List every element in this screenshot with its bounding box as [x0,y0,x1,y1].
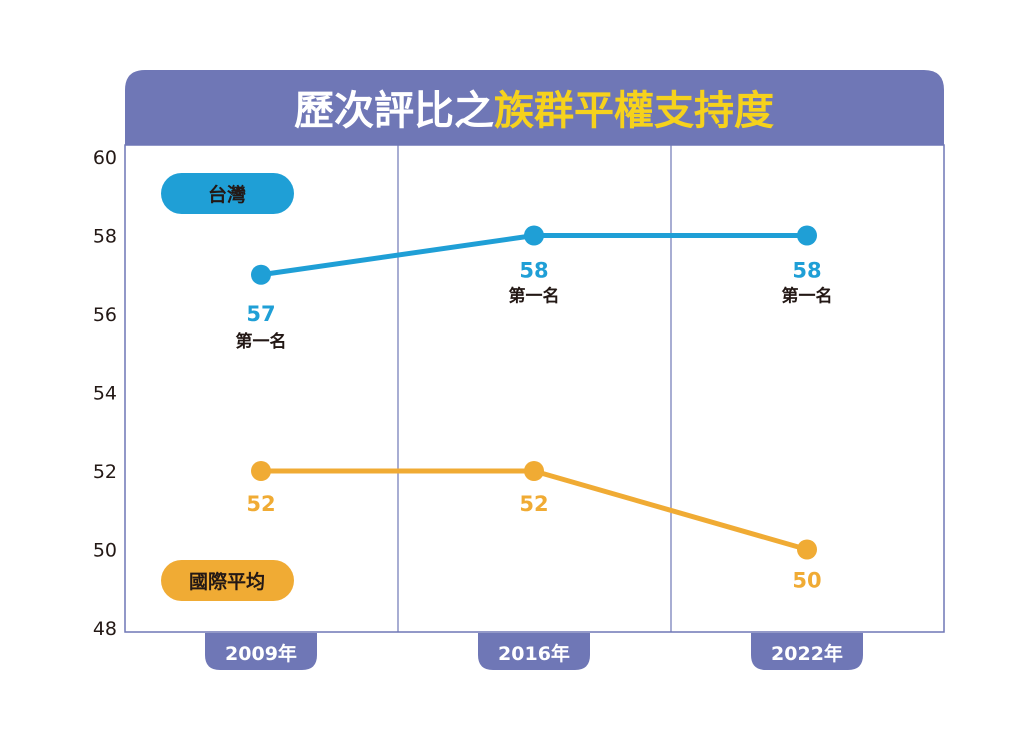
x-tick-tab [751,633,863,670]
y-tick-label: 48 [93,618,117,640]
y-tick-label: 56 [93,304,117,326]
data-label: 57 [246,302,275,326]
x-tick-label: 2009年 [225,642,297,665]
data-point [524,461,544,481]
y-tick-label: 58 [93,226,117,248]
y-tick-label: 50 [93,540,117,562]
title-banner [125,70,944,145]
x-tick-tab [478,633,590,670]
rank-label: 第一名 [236,331,287,352]
data-point [797,225,817,246]
data-label: 58 [792,259,821,283]
chart-title-part2: 族群平權支持度 [494,88,774,134]
data-point [797,539,817,560]
data-label: 52 [246,492,275,516]
data-label: 58 [519,259,548,283]
data-point [251,461,271,481]
y-tick-label: 54 [93,383,117,405]
data-point [251,264,271,285]
x-tick: 2016年 [478,633,590,670]
data-point [524,225,544,246]
legend-average: 國際平均 [161,560,294,601]
data-label: 52 [519,492,548,516]
legend-taiwan: 台灣 [161,173,294,214]
plot-frame [124,144,945,633]
y-tick-label: 60 [93,147,117,169]
rank-label: 第一名 [782,286,833,307]
x-tick-label: 2016年 [498,642,570,665]
rank-label: 第一名 [509,286,560,307]
legend-taiwan-label: 台灣 [208,183,246,206]
y-axis: 48 50 52 54 56 58 60 [93,147,117,640]
chart-title: 歷次評比之族群平權支持度 [294,88,774,134]
x-tick-tab [205,633,317,670]
legend-average-label: 國際平均 [189,570,265,593]
chart-title-part1: 歷次評比之 [294,88,494,134]
x-tick: 2009年 [205,633,317,670]
y-tick-label: 52 [93,461,117,483]
x-tick-label: 2022年 [771,642,843,665]
series-layer: 57 第一名 58 第一名 58 第一名 52 52 50 [236,225,833,593]
x-axis: 2009年 2016年 2022年 [205,633,863,670]
x-tick: 2022年 [751,633,863,670]
data-label: 50 [792,569,821,593]
